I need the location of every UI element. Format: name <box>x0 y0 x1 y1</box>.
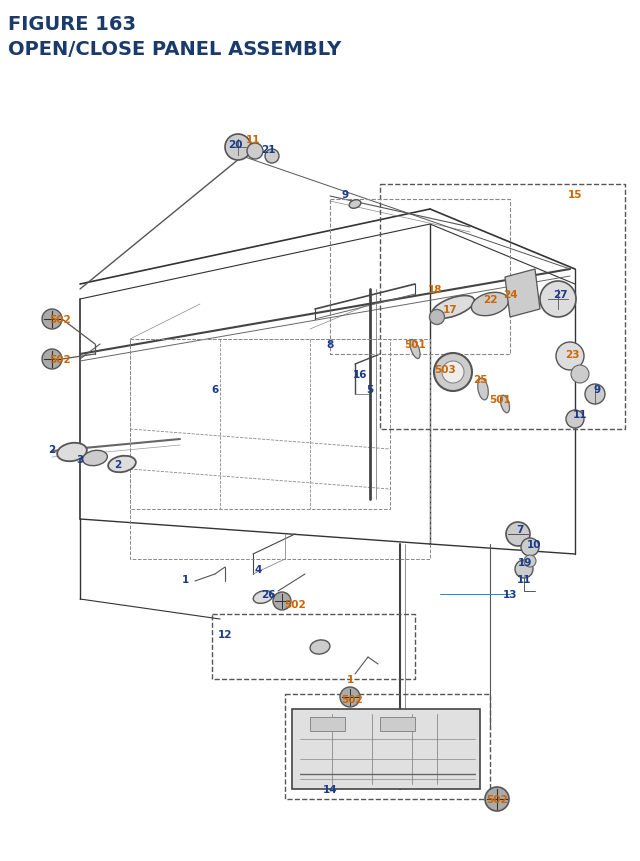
Text: 1: 1 <box>181 574 189 585</box>
Text: 501: 501 <box>404 339 426 350</box>
Circle shape <box>540 282 576 318</box>
Text: 21: 21 <box>260 145 275 155</box>
Text: 9: 9 <box>593 385 600 394</box>
Text: 13: 13 <box>503 589 517 599</box>
Text: 22: 22 <box>483 294 497 305</box>
Text: 20: 20 <box>228 139 243 150</box>
Text: OPEN/CLOSE PANEL ASSEMBLY: OPEN/CLOSE PANEL ASSEMBLY <box>8 40 341 59</box>
Circle shape <box>556 343 584 370</box>
Text: 502: 502 <box>49 355 71 364</box>
Text: 16: 16 <box>353 369 367 380</box>
Text: FIGURE 163: FIGURE 163 <box>8 15 136 34</box>
Text: 501: 501 <box>489 394 511 405</box>
Circle shape <box>340 687 360 707</box>
Ellipse shape <box>477 379 488 400</box>
Ellipse shape <box>472 293 509 316</box>
Circle shape <box>506 523 530 547</box>
Text: 2: 2 <box>115 460 122 469</box>
Bar <box>310 717 345 731</box>
Text: 19: 19 <box>518 557 532 567</box>
Text: 6: 6 <box>211 385 219 394</box>
Circle shape <box>247 144 263 160</box>
Text: 24: 24 <box>502 289 517 300</box>
Text: 11: 11 <box>246 135 260 145</box>
Text: 17: 17 <box>443 305 458 314</box>
Circle shape <box>585 385 605 405</box>
Circle shape <box>515 561 533 579</box>
Text: 8: 8 <box>326 339 333 350</box>
Circle shape <box>42 350 62 369</box>
Text: 503: 503 <box>434 364 456 375</box>
Circle shape <box>485 787 509 811</box>
Circle shape <box>265 150 279 164</box>
Circle shape <box>524 555 536 567</box>
Ellipse shape <box>429 310 445 325</box>
Text: 2: 2 <box>49 444 56 455</box>
Ellipse shape <box>442 362 464 383</box>
Circle shape <box>521 538 539 556</box>
Text: 502: 502 <box>49 314 71 325</box>
Circle shape <box>225 135 251 161</box>
Circle shape <box>42 310 62 330</box>
Text: 14: 14 <box>323 784 337 794</box>
Text: 502: 502 <box>341 694 363 704</box>
Text: 9: 9 <box>341 189 349 200</box>
Ellipse shape <box>108 456 136 473</box>
Ellipse shape <box>500 396 509 413</box>
Text: 18: 18 <box>428 285 442 294</box>
Text: 7: 7 <box>516 524 524 535</box>
Ellipse shape <box>349 201 361 209</box>
Ellipse shape <box>434 354 472 392</box>
Bar <box>380 717 415 731</box>
Text: 11: 11 <box>573 410 588 419</box>
Text: 26: 26 <box>260 589 275 599</box>
Ellipse shape <box>310 640 330 654</box>
Text: 502: 502 <box>284 599 306 610</box>
Bar <box>292 709 480 789</box>
Ellipse shape <box>253 591 273 604</box>
Text: 1: 1 <box>346 674 354 684</box>
Text: 502: 502 <box>486 794 508 804</box>
Ellipse shape <box>410 340 420 359</box>
Ellipse shape <box>83 451 108 466</box>
Text: 27: 27 <box>553 289 567 300</box>
Text: 11: 11 <box>516 574 531 585</box>
Text: 12: 12 <box>218 629 232 639</box>
Text: 3: 3 <box>76 455 84 464</box>
Text: 10: 10 <box>527 539 541 549</box>
Text: 25: 25 <box>473 375 487 385</box>
Text: 23: 23 <box>564 350 579 360</box>
Circle shape <box>273 592 291 610</box>
Circle shape <box>566 411 584 429</box>
Polygon shape <box>505 269 540 318</box>
Text: 4: 4 <box>254 564 262 574</box>
Text: 5: 5 <box>366 385 374 394</box>
Circle shape <box>571 366 589 383</box>
Text: 15: 15 <box>568 189 582 200</box>
Ellipse shape <box>431 296 474 319</box>
Ellipse shape <box>57 443 87 461</box>
